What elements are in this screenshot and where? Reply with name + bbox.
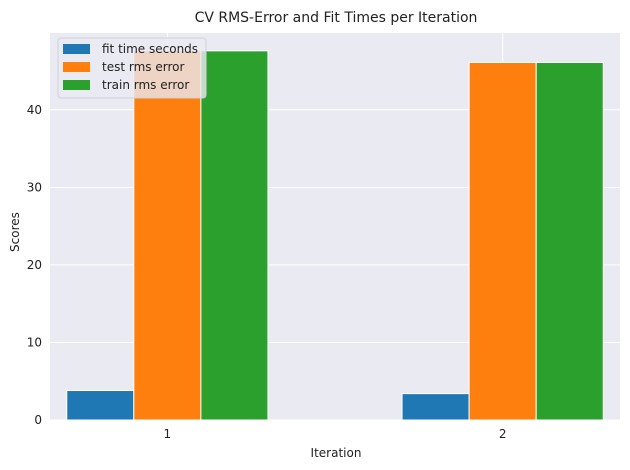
bar-train-rms-error-2 xyxy=(535,61,604,421)
bar-test-rms-error-2 xyxy=(468,61,537,421)
y-axis: 0 10 20 30 40 xyxy=(27,103,42,427)
y-axis-label: Scores xyxy=(8,212,22,252)
x-axis-label: Iteration xyxy=(311,446,362,460)
y-tick-label: 20 xyxy=(27,258,42,272)
bar-train-rms-error-1 xyxy=(200,50,269,421)
y-tick-label: 10 xyxy=(27,335,42,349)
y-tick-label: 40 xyxy=(27,103,42,117)
legend-label: test rms error xyxy=(102,60,184,74)
legend-swatch xyxy=(63,62,90,72)
legend-label: fit time seconds xyxy=(102,42,198,56)
bar-fit-time-seconds-2 xyxy=(401,393,470,421)
legend-swatch xyxy=(63,80,90,90)
x-tick-label: 2 xyxy=(499,427,507,441)
legend-label: train rms error xyxy=(102,78,189,92)
chart-title: CV RMS-Error and Fit Times per Iteration xyxy=(195,10,478,26)
y-tick-label: 0 xyxy=(34,413,42,427)
bar-fit-time-seconds-1 xyxy=(66,390,135,421)
legend-box xyxy=(57,37,207,99)
legend: fit time seconds test rms error train rms … xyxy=(57,37,207,99)
bar-test-rms-error-1 xyxy=(133,50,202,421)
x-tick-label: 1 xyxy=(164,427,172,441)
legend-swatch xyxy=(63,44,90,54)
y-tick-label: 30 xyxy=(27,180,42,194)
bars xyxy=(66,50,604,421)
